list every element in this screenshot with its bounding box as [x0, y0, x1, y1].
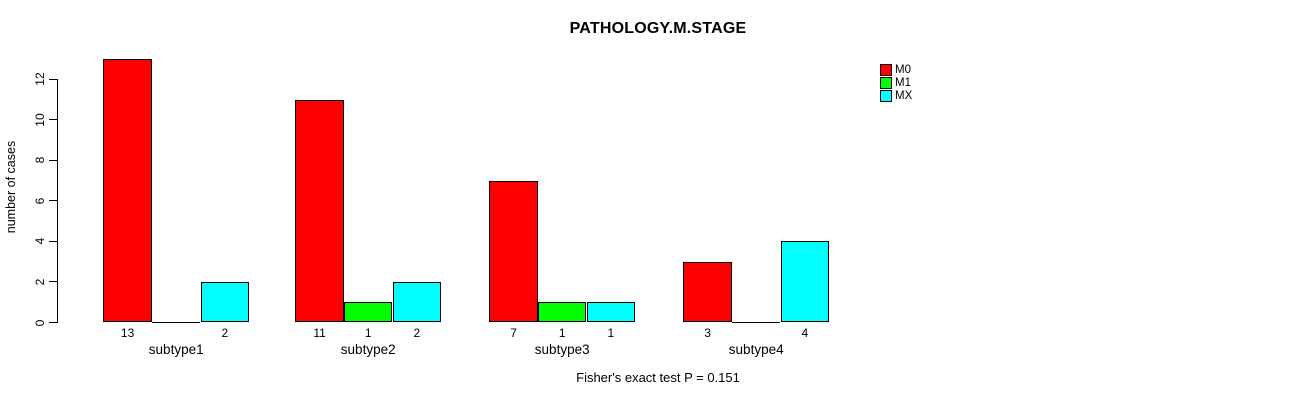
bar-m0-subtype2 — [295, 99, 344, 323]
bar-m1-subtype2 — [343, 302, 393, 323]
bar-m1-subtype1 — [151, 322, 201, 323]
bar-value-label: 1 — [364, 326, 372, 340]
legend-item-m0: M0 — [880, 64, 940, 76]
legend-item-m1: M1 — [880, 77, 940, 89]
bar-m1-subtype3 — [537, 302, 587, 323]
y-tick-label: 12 — [33, 72, 47, 86]
y-axis-title: number of cases — [4, 140, 18, 234]
bar-value-label: 2 — [221, 326, 229, 340]
mx-color-swatch — [880, 90, 892, 102]
bar-value-label: 4 — [801, 326, 809, 340]
bar-mx-subtype1 — [200, 281, 250, 323]
category-label-subtype2: subtype2 — [340, 341, 396, 357]
bar-m0-subtype3 — [489, 180, 538, 323]
legend: M0 M1 MX — [880, 64, 940, 104]
y-tick-mark — [49, 281, 57, 283]
y-tick-mark — [49, 322, 57, 323]
category-label-subtype4: subtype4 — [728, 341, 784, 357]
legend-item-mx: MX — [880, 90, 940, 102]
y-tick-mark — [49, 240, 57, 242]
m0-color-swatch — [880, 64, 892, 76]
chart-title: PATHOLOGY.M.STAGE — [569, 20, 747, 37]
category-label-subtype3: subtype3 — [534, 341, 590, 357]
y-tick-mark — [49, 200, 57, 202]
y-axis-line — [57, 79, 58, 324]
bar-mx-subtype4 — [780, 241, 830, 323]
bar-value-label: 3 — [704, 326, 711, 340]
footnote-fishers-exact-test: Fisher's exact test P = 0.151 — [576, 370, 740, 385]
m1-color-swatch — [880, 77, 892, 89]
bar-m0-subtype1 — [103, 58, 152, 323]
y-tick-label: 10 — [33, 113, 47, 127]
y-tick-mark — [49, 78, 57, 80]
y-tick-mark — [49, 159, 57, 161]
bar-mx-subtype2 — [392, 281, 442, 323]
bar-value-label: 7 — [510, 326, 517, 340]
bar-mx-subtype3 — [586, 302, 636, 323]
legend-label-m0: M0 — [895, 64, 911, 76]
bar-m1-subtype4 — [731, 322, 781, 323]
bar-value-label: 11 — [313, 326, 326, 340]
y-tick-label: 4 — [33, 238, 47, 245]
bar-value-label: 1 — [558, 326, 566, 340]
y-tick-label: 8 — [33, 156, 47, 164]
category-label-subtype1: subtype1 — [148, 341, 204, 357]
bar-value-label: 2 — [413, 326, 421, 340]
bar-m0-subtype4 — [683, 261, 732, 323]
y-tick-label: 0 — [33, 319, 47, 326]
legend-label-m1: M1 — [895, 77, 911, 89]
legend-label-mx: MX — [895, 90, 913, 102]
y-tick-label: 6 — [33, 197, 47, 205]
bar-value-label: 13 — [120, 326, 135, 340]
y-tick-mark — [49, 119, 57, 121]
y-tick-label: 2 — [33, 278, 47, 286]
bar-value-label: 1 — [607, 326, 615, 340]
